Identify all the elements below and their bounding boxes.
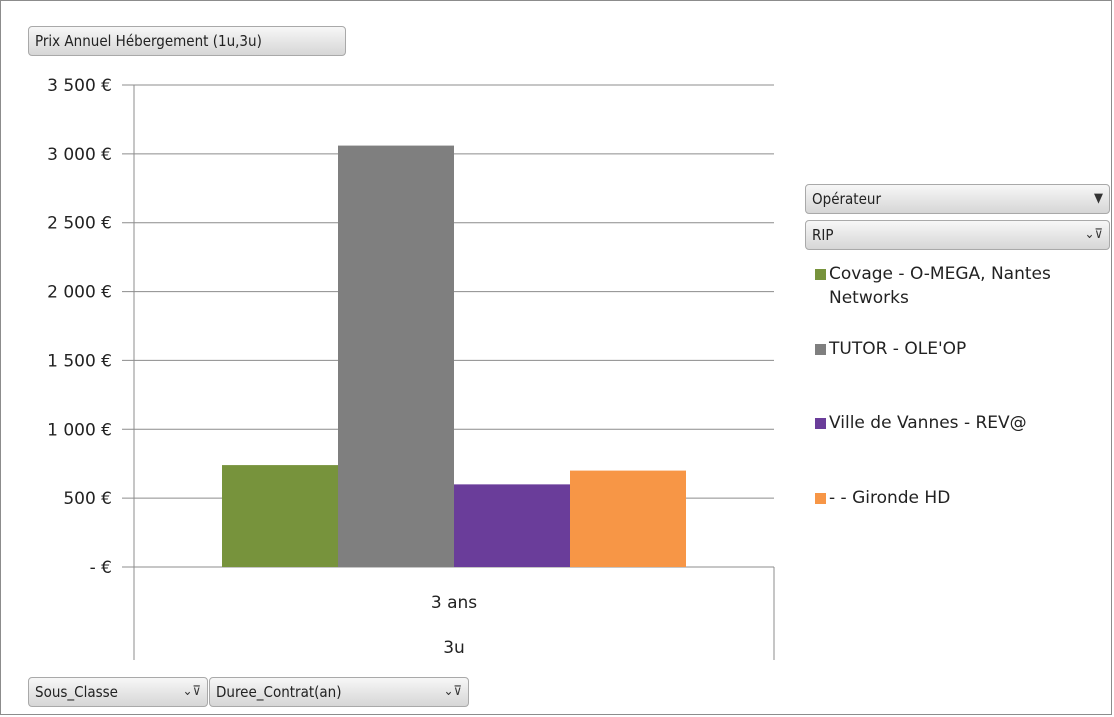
y-tick-label: 2 500 € bbox=[47, 214, 112, 234]
legend-field-operateur[interactable]: Opérateur ▼ bbox=[805, 184, 1110, 214]
legend-swatch bbox=[815, 493, 826, 504]
axis-field-duree-contrat[interactable]: Duree_Contrat(an) ⌄⊽ bbox=[209, 677, 469, 707]
legend-subfield-label: RIP bbox=[812, 226, 834, 244]
bar bbox=[454, 484, 570, 567]
legend-field-label: Opérateur bbox=[812, 190, 882, 208]
legend-swatch bbox=[815, 344, 826, 355]
legend-label: TUTOR - OLE'OP bbox=[829, 339, 967, 359]
legend-item: Ville de Vannes - REV@ bbox=[815, 411, 1105, 435]
y-tick-label: 1 500 € bbox=[47, 351, 112, 371]
legend-label: - - Gironde HD bbox=[829, 488, 951, 508]
filter-icon: ⌄⊽ bbox=[182, 684, 201, 699]
dropdown-arrow-icon: ▼ bbox=[1094, 191, 1103, 206]
legend-swatch bbox=[815, 269, 826, 280]
y-tick-label: - € bbox=[90, 558, 112, 578]
report-filter-button[interactable]: Prix Annuel Hébergement (1u,3u) bbox=[28, 26, 346, 56]
x-outer-category-label: 3u bbox=[443, 638, 465, 658]
bar bbox=[338, 145, 454, 567]
legend-item: TUTOR - OLE'OP bbox=[815, 337, 1105, 361]
x-category-label: 3 ans bbox=[431, 593, 477, 613]
legend-item: Covage - O-MEGA, Nantes Networks bbox=[815, 262, 1105, 310]
bar bbox=[570, 470, 686, 567]
y-tick-label: 3 000 € bbox=[47, 145, 112, 165]
legend-item: - - Gironde HD bbox=[815, 486, 1105, 510]
filter-icon: ⌄⊽ bbox=[443, 684, 462, 699]
legend-field-rip[interactable]: RIP ⌄⊽ bbox=[805, 220, 1110, 250]
bar bbox=[222, 465, 338, 567]
y-tick-label: 3 500 € bbox=[47, 76, 112, 96]
legend-swatch bbox=[815, 418, 826, 429]
axis-field-label: Sous_Classe bbox=[35, 683, 118, 701]
report-filter-label: Prix Annuel Hébergement (1u,3u) bbox=[35, 32, 262, 50]
y-tick-label: 2 000 € bbox=[47, 283, 112, 303]
legend-label: Ville de Vannes - REV@ bbox=[829, 413, 1027, 433]
y-tick-label: 500 € bbox=[63, 489, 112, 509]
y-tick-label: 1 000 € bbox=[47, 420, 112, 440]
filter-icon: ⌄⊽ bbox=[1084, 227, 1103, 242]
legend-label: Covage - O-MEGA, Nantes Networks bbox=[829, 264, 1051, 308]
axis-field-sous-classe[interactable]: Sous_Classe ⌄⊽ bbox=[28, 677, 208, 707]
axis-field-label: Duree_Contrat(an) bbox=[216, 683, 342, 701]
